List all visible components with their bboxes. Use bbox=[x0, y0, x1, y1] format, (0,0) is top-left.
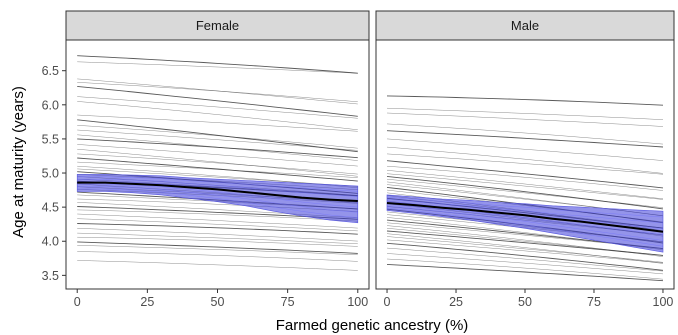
individual-line bbox=[386, 123, 664, 145]
individual-line bbox=[77, 78, 358, 105]
individual-line bbox=[77, 148, 358, 177]
individual-line bbox=[77, 223, 358, 235]
individual-line bbox=[77, 119, 358, 153]
x-tick-label: 50 bbox=[518, 295, 532, 309]
facet-strip bbox=[375, 10, 675, 41]
individual-line bbox=[77, 218, 358, 232]
individual-line bbox=[386, 230, 664, 256]
y-tick-label: 3.5 bbox=[42, 269, 59, 283]
band-draw-line bbox=[77, 188, 358, 218]
mean-line bbox=[386, 202, 664, 233]
facet-strip-label: Male bbox=[511, 18, 539, 33]
individual-line bbox=[77, 228, 358, 242]
y-tick-label: 5.5 bbox=[42, 132, 59, 146]
individual-line bbox=[386, 170, 664, 200]
band-draw-line bbox=[386, 205, 664, 241]
individual-line bbox=[77, 114, 358, 132]
y-axis-title: Age at maturity (years) bbox=[10, 86, 27, 238]
panel-male: Male 0 25 50 75 100 bbox=[375, 10, 675, 309]
individual-line bbox=[386, 253, 664, 275]
individual-line bbox=[77, 125, 358, 149]
individual-line bbox=[386, 233, 664, 264]
individual-line bbox=[77, 129, 358, 151]
individual-line bbox=[77, 55, 358, 74]
plot-area bbox=[76, 55, 359, 271]
individual-line bbox=[77, 153, 358, 175]
x-tick-label: 100 bbox=[653, 295, 674, 309]
individual-line bbox=[386, 173, 664, 200]
individual-line bbox=[77, 138, 358, 159]
y-tick-label: 6.0 bbox=[42, 98, 59, 112]
individual-line bbox=[386, 258, 664, 280]
individual-line bbox=[386, 239, 664, 264]
x-tick-label: 100 bbox=[347, 295, 368, 309]
individual-line bbox=[386, 175, 664, 210]
individual-line bbox=[77, 161, 358, 178]
individual-line bbox=[77, 213, 358, 229]
band-draw-line bbox=[77, 186, 358, 213]
facet-strip-label: Female bbox=[196, 18, 239, 33]
x-tick-label: 50 bbox=[211, 295, 225, 309]
band-draw-line bbox=[386, 199, 664, 224]
individual-line bbox=[386, 146, 664, 174]
band-draw-line bbox=[77, 183, 358, 208]
individual-line bbox=[386, 160, 664, 189]
individual-line bbox=[77, 85, 358, 117]
x-tick-label: 75 bbox=[587, 295, 601, 309]
y-tick-label: 6.5 bbox=[42, 64, 59, 78]
individual-line bbox=[386, 130, 664, 148]
band-draw-line bbox=[386, 196, 664, 218]
band-draw-line bbox=[77, 179, 358, 197]
mean-line bbox=[77, 181, 358, 202]
individual-line bbox=[77, 260, 358, 271]
individual-line bbox=[77, 96, 358, 119]
band-draw-line bbox=[77, 176, 358, 192]
x-tick-label: 75 bbox=[281, 295, 295, 309]
individual-line bbox=[386, 95, 664, 106]
x-axis-title: Farmed genetic ancestry (%) bbox=[276, 317, 469, 334]
individual-line bbox=[386, 263, 664, 282]
individual-line bbox=[386, 112, 664, 127]
plot-area bbox=[386, 95, 664, 282]
individual-line bbox=[77, 241, 358, 254]
individual-line bbox=[386, 153, 664, 175]
individual-line bbox=[77, 209, 358, 222]
individual-line bbox=[386, 236, 664, 263]
individual-line bbox=[386, 178, 664, 208]
x-tick-label: 0 bbox=[74, 295, 81, 309]
individual-line bbox=[386, 242, 664, 271]
individual-line bbox=[77, 144, 358, 167]
individual-line bbox=[77, 245, 358, 256]
y-tick-label: 4.5 bbox=[42, 201, 59, 215]
y-tick-label: 5.0 bbox=[42, 167, 59, 181]
individual-line bbox=[386, 138, 664, 161]
individual-line bbox=[77, 61, 358, 74]
x-tick-label: 25 bbox=[140, 295, 154, 309]
individual-line bbox=[77, 232, 358, 245]
individual-line bbox=[77, 101, 358, 131]
individual-line bbox=[386, 165, 664, 191]
individual-line bbox=[386, 107, 664, 120]
individual-line bbox=[386, 247, 664, 272]
band-draw-line bbox=[386, 203, 664, 235]
y-tick-label: 4.0 bbox=[42, 235, 59, 249]
x-tick-label: 25 bbox=[449, 295, 463, 309]
x-tick-label: 0 bbox=[384, 295, 391, 309]
band-draw-line bbox=[386, 208, 664, 247]
individual-line bbox=[77, 82, 358, 103]
individual-line bbox=[77, 157, 358, 182]
individual-line bbox=[77, 251, 358, 262]
panel-female: Female 0 25 50 75 100 bbox=[65, 10, 370, 309]
individual-line bbox=[77, 236, 358, 247]
individual-line bbox=[77, 168, 358, 187]
